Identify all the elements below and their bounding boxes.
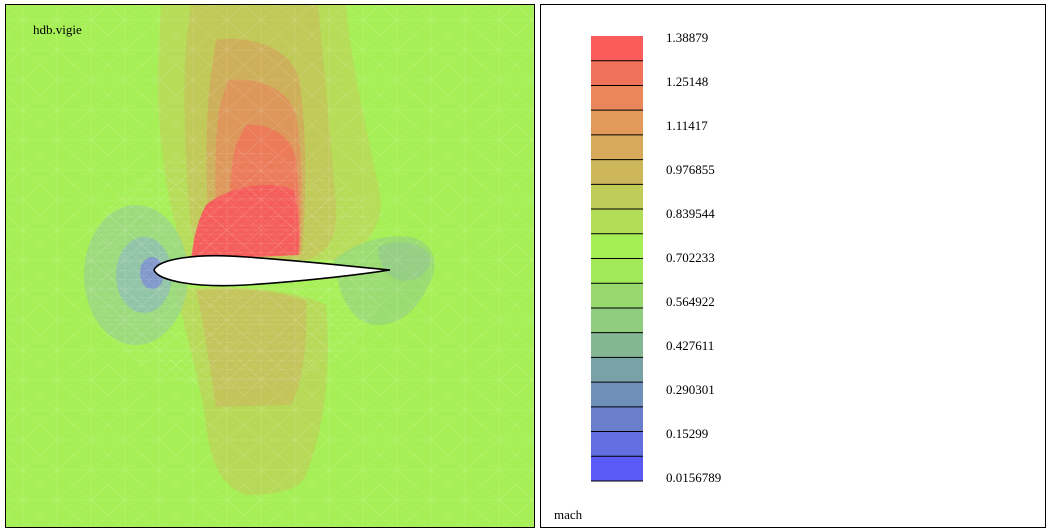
colorbar-level-label: 0.0156789 [666,470,722,485]
colorbar-level-label: 1.25148 [666,74,709,89]
colorbar-band [591,159,643,185]
colorbar-level-label: 0.976855 [666,162,715,177]
colorbar-band [591,36,643,62]
colorbar-band [591,382,643,408]
colorbar-band [591,307,643,334]
colorbar-level-label: 0.839544 [666,206,715,221]
colorbar [591,36,643,482]
colorbar-legend: 1.38879 1.25148 1.11417 0.976855 0.839544 0.7… [540,4,1046,528]
colorbar-level-label: 0.15299 [666,426,709,441]
colorbar-band [591,258,643,284]
variable-label: mach [554,507,583,522]
colorbar-level-label: 0.427611 [666,338,715,353]
colorbar-level-label: 1.38879 [666,30,709,45]
colorbar-band [591,406,643,433]
colorbar-level-label: 1.11417 [666,118,708,133]
colorbar-band [591,184,643,210]
colorbar-level-label: 0.290301 [666,382,715,397]
colorbar-band [591,456,643,482]
colorbar-band [591,85,643,111]
airfoil[interactable] [153,254,391,287]
colorbar-band [591,60,643,86]
colorbar-level-label: 0.564922 [666,294,715,309]
colorbar-band [591,283,643,309]
colorbar-band [591,134,643,161]
colorbar-band [591,332,643,358]
contour-canvas [6,5,534,527]
colorbar-band [591,431,643,457]
colorbar-band [591,209,643,235]
colorbar-band [591,233,643,259]
colorbar-level-label: 0.702233 [666,250,715,265]
colorbar-band [591,110,643,136]
mach-contour-plot[interactable]: hdb.vigie [5,4,535,528]
colorbar-band [591,357,643,383]
plot-title: hdb.vigie [33,22,82,37]
